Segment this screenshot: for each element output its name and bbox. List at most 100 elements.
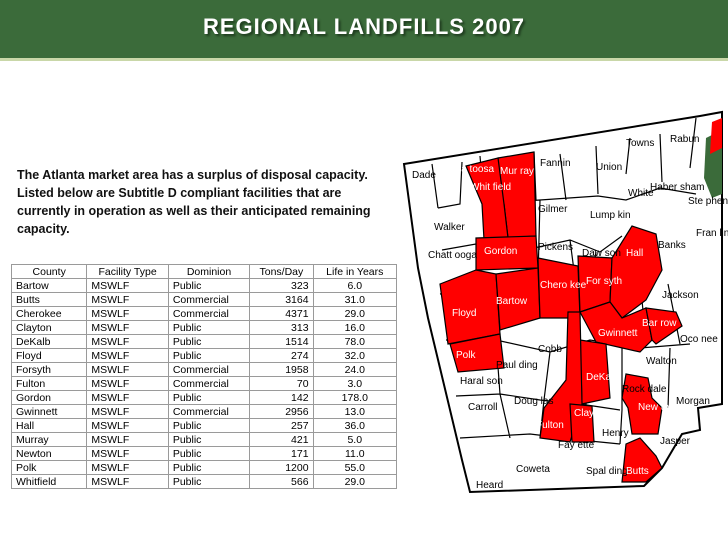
intro-paragraph: The Atlanta market area has a surplus of…	[17, 168, 371, 236]
table-cell: 5.0	[312, 432, 398, 447]
county-label: Daw son	[582, 248, 621, 259]
county-polk	[449, 333, 505, 373]
table-cell: MSWLF	[86, 362, 169, 377]
table-cell: Clayton	[10, 320, 88, 335]
county-label: Spal ding	[586, 466, 628, 477]
table-cell: 24.0	[312, 362, 398, 377]
county-label: Rock dale	[622, 384, 667, 395]
table-cell: 78.0	[312, 334, 398, 349]
page-title: REGIONAL LANDFILLS 2007	[202, 14, 526, 39]
table-cell: 178.0	[312, 390, 398, 405]
table-row: Cherokee MSWLF Commercial 4371 29.0	[10, 306, 398, 321]
table-cell: 4371	[249, 306, 314, 321]
table-cell: Hall	[10, 418, 88, 433]
county-floyd	[439, 269, 501, 345]
table-cell: 1514	[249, 334, 314, 349]
table-row: Murray MSWLF Public 421 5.0	[10, 432, 398, 447]
table-cell: MSWLF	[86, 292, 169, 307]
table-row: Clayton MSWLF Public 313 16.0	[10, 320, 398, 335]
county-label: Oco nee	[680, 334, 718, 345]
landfill-table: County Facility Type Dominion Tons/Day L…	[10, 264, 398, 489]
table-row: Whitfield MSWLF Public 566 29.0	[10, 474, 398, 489]
table-cell: Commercial	[167, 306, 251, 321]
table-cell: Gwinnett	[10, 404, 88, 419]
table-cell: Public	[167, 418, 251, 433]
table-cell: Forsyth	[10, 362, 88, 377]
county-label: Haber sham	[650, 182, 704, 193]
table-cell: MSWLF	[86, 446, 169, 461]
table-row: Forsyth MSWLF Commercial 1958 24.0	[10, 362, 398, 377]
table-cell: 3.0	[312, 376, 398, 391]
county-label: Henry	[602, 428, 629, 439]
table-row: Polk MSWLF Public 1200 55.0	[10, 460, 398, 475]
table-row: Gwinnett MSWLF Commercial 2956 13.0	[10, 404, 398, 419]
landfill-counties	[439, 151, 683, 483]
county-map: Dade Ca toosa Mur ray Whit field Fannin …	[402, 110, 728, 494]
county-label: Carroll	[468, 402, 497, 413]
table-cell: 142	[249, 390, 314, 405]
county-label: Jackson	[662, 290, 699, 301]
table-cell: 32.0	[312, 348, 398, 363]
county-label: Walton	[646, 356, 677, 367]
table-cell: MSWLF	[86, 320, 169, 335]
county-label: Mur ray	[500, 166, 534, 177]
table-cell: Floyd	[10, 348, 88, 363]
county-label: Hall	[626, 248, 643, 259]
column-header: Dominion	[167, 264, 251, 279]
county-label: Heard	[476, 480, 503, 491]
county-label: Whit field	[470, 182, 511, 193]
table-cell: 29.0	[312, 306, 398, 321]
county-label: Bar row	[642, 318, 677, 329]
table-cell: Public	[167, 348, 251, 363]
table-row: Newton MSWLF Public 171 11.0	[10, 446, 398, 461]
table-cell: MSWLF	[86, 404, 169, 419]
column-header: Facility Type	[86, 264, 169, 279]
county-label: Coweta	[516, 464, 550, 475]
table-cell: 13.0	[312, 404, 398, 419]
column-header: Life in Years	[312, 264, 398, 279]
table-cell: 70	[249, 376, 314, 391]
table-cell: 3164	[249, 292, 314, 307]
table-row: Gordon MSWLF Public 142 178.0	[10, 390, 398, 405]
table-cell: 274	[249, 348, 314, 363]
county-label: Jasper	[660, 436, 691, 447]
county-label: Ste phens	[688, 196, 728, 207]
table-cell: 2956	[249, 404, 314, 419]
table-cell: 6.0	[312, 278, 398, 293]
table-cell: 16.0	[312, 320, 398, 335]
table-row: Floyd MSWLF Public 274 32.0	[10, 348, 398, 363]
table-cell: 323	[249, 278, 314, 293]
county-label: Polk	[456, 350, 476, 361]
county-label: Cobb	[538, 344, 562, 355]
county-label: Gilmer	[538, 204, 568, 215]
county-label: Fannin	[540, 158, 571, 169]
county-label: DeKalb	[586, 372, 619, 383]
table-cell: 29.0	[312, 474, 398, 489]
table-cell: Commercial	[167, 362, 251, 377]
county-clayton	[569, 403, 595, 443]
table-cell: MSWLF	[86, 334, 169, 349]
table-cell: 566	[249, 474, 314, 489]
county-label: Butts	[626, 466, 649, 477]
county-label: Chero kee	[540, 280, 587, 291]
county-label: Ca toosa	[454, 164, 494, 175]
table-cell: 313	[249, 320, 314, 335]
table-cell: Gordon	[10, 390, 88, 405]
county-label: White	[628, 188, 654, 199]
county-label: Fran lin	[696, 228, 728, 239]
table-cell: 421	[249, 432, 314, 447]
table-cell: Cherokee	[10, 306, 88, 321]
table-cell: MSWLF	[86, 418, 169, 433]
table-cell: MSWLF	[86, 474, 169, 489]
table-cell: Public	[167, 446, 251, 461]
table-cell: Whitfield	[10, 474, 88, 489]
table-cell: 1200	[249, 460, 314, 475]
county-butts	[621, 437, 663, 483]
county-label: Fulton	[536, 420, 564, 431]
county-barrow	[645, 307, 683, 345]
table-cell: Polk	[10, 460, 88, 475]
table-cell: Bartow	[10, 278, 88, 293]
table-cell: Public	[167, 432, 251, 447]
table-cell: Public	[167, 390, 251, 405]
county-label: Gordon	[484, 246, 517, 257]
